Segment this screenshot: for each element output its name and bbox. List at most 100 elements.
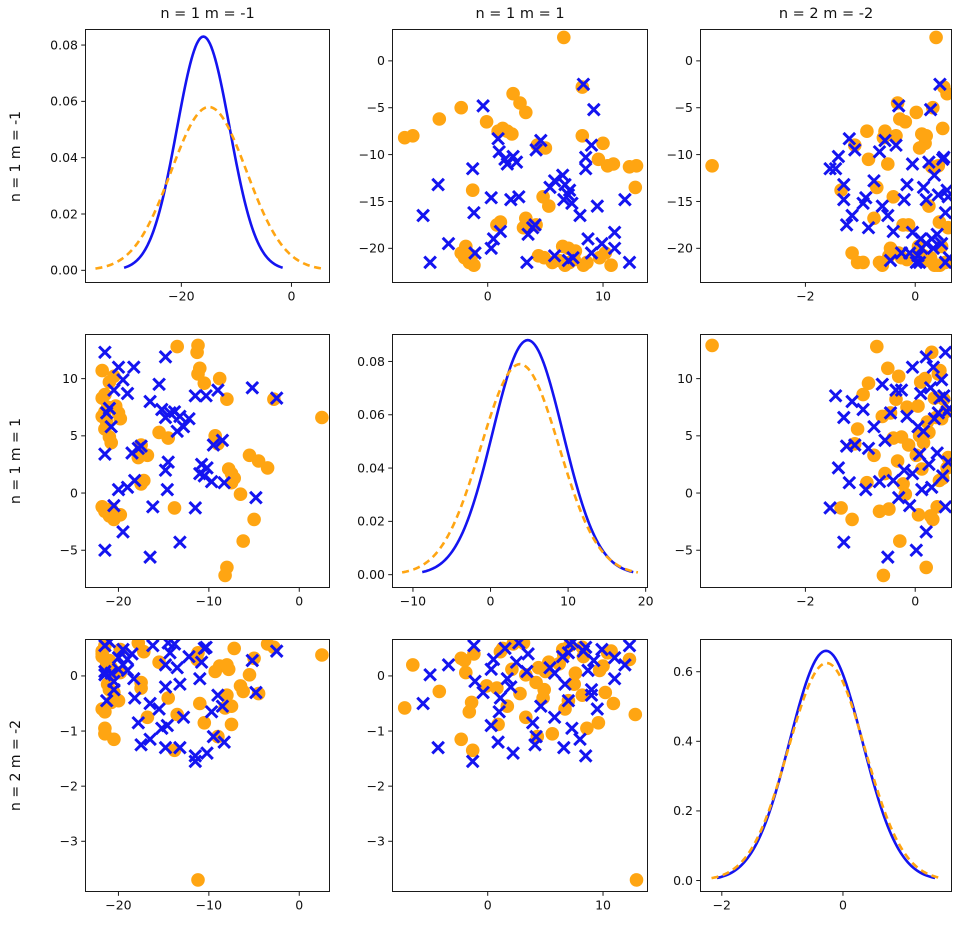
orange-dot-marker bbox=[861, 152, 876, 167]
y-tick-label: 0.04 bbox=[50, 150, 78, 165]
x-tick-label: −20 bbox=[105, 594, 131, 609]
axes-frame bbox=[85, 334, 330, 588]
blue-x-marker bbox=[520, 664, 534, 679]
blue-x-marker bbox=[922, 457, 936, 472]
y-tick-label: −15 bbox=[359, 194, 385, 209]
orange-dot-marker bbox=[545, 727, 560, 741]
blue-x-marker bbox=[891, 490, 906, 505]
blue-x-marker bbox=[919, 236, 934, 251]
blue-x-marker bbox=[922, 155, 936, 169]
blue-x-marker bbox=[878, 433, 892, 448]
blue-x-marker bbox=[916, 180, 931, 195]
blue-x-marker bbox=[111, 360, 126, 375]
y-tick-label: −20 bbox=[667, 241, 693, 256]
blue-x-marker bbox=[269, 391, 284, 405]
axes-frame bbox=[700, 334, 952, 588]
blue-x-marker bbox=[823, 501, 837, 515]
y-tick-label: 0.02 bbox=[50, 206, 78, 221]
orange-dot-marker bbox=[592, 250, 607, 265]
blue-x-marker bbox=[111, 482, 126, 497]
orange-dot-marker bbox=[898, 487, 913, 501]
blue-x-marker bbox=[607, 225, 622, 240]
blue-x-marker bbox=[127, 691, 142, 705]
blue-x-marker bbox=[912, 447, 927, 461]
x-tick-label: −2 bbox=[796, 594, 814, 609]
orange-dot-marker bbox=[224, 475, 239, 490]
blue-x-marker bbox=[889, 383, 903, 397]
blue-x-marker bbox=[104, 419, 119, 434]
blue-x-marker bbox=[476, 99, 490, 113]
y-tick-label: −3 bbox=[60, 834, 78, 849]
y-tick-label: 0.02 bbox=[357, 514, 385, 529]
plot-content bbox=[705, 338, 952, 583]
blue-x-marker bbox=[889, 138, 903, 153]
blue-x-marker bbox=[154, 402, 169, 417]
blue-x-marker bbox=[245, 380, 260, 395]
blue-x-marker bbox=[102, 639, 117, 649]
blue-x-marker bbox=[923, 380, 938, 395]
blue-x-marker bbox=[431, 177, 445, 192]
blue-x-marker bbox=[533, 699, 548, 714]
orange-dot-marker bbox=[591, 152, 606, 167]
blue-x-marker bbox=[836, 535, 851, 550]
blue-x-marker bbox=[836, 177, 851, 192]
x-tick-label: −20 bbox=[105, 898, 131, 913]
orange-dot-marker bbox=[567, 677, 581, 691]
orange-dot-marker bbox=[104, 435, 118, 450]
x-tick-label: 10 bbox=[595, 289, 611, 304]
orange-dot-marker bbox=[406, 658, 420, 672]
axes-frame bbox=[392, 29, 648, 283]
blue-x-marker bbox=[145, 639, 160, 653]
blue-x-marker bbox=[607, 241, 622, 256]
blue-x-marker bbox=[584, 138, 599, 153]
orange-dot-marker bbox=[107, 732, 121, 747]
blue-x-marker bbox=[249, 490, 263, 505]
subplot-title-col1: n = 1 m = 1 bbox=[475, 6, 565, 22]
orange-dot-marker bbox=[193, 696, 207, 711]
y-tick-label: −20 bbox=[359, 241, 385, 256]
orange-dot-marker bbox=[315, 410, 329, 425]
blue-x-marker bbox=[143, 550, 157, 564]
blue-x-marker bbox=[484, 662, 499, 677]
orange-dot-marker bbox=[513, 96, 527, 110]
blue-x-marker bbox=[565, 196, 579, 211]
blue-x-marker bbox=[902, 246, 917, 260]
blue-x-marker bbox=[206, 729, 221, 744]
blue-x-marker bbox=[116, 525, 130, 539]
orange-dot-marker bbox=[95, 363, 109, 378]
blue-x-marker bbox=[520, 255, 534, 270]
orange-dot-marker bbox=[397, 130, 412, 145]
blue-x-marker bbox=[547, 710, 562, 725]
x-tick-label: 0 bbox=[287, 289, 295, 304]
orange-dot-marker bbox=[870, 180, 884, 195]
blue-x-marker bbox=[839, 218, 854, 232]
blue-x-marker bbox=[919, 350, 934, 364]
blue-x-marker bbox=[897, 192, 912, 207]
plot-content bbox=[711, 649, 942, 880]
orange-dot-marker bbox=[598, 685, 613, 700]
blue-x-marker bbox=[584, 246, 599, 260]
x-tick-label: 0 bbox=[839, 898, 847, 913]
orange-dot-marker bbox=[557, 30, 571, 45]
orange-dot-marker bbox=[575, 129, 590, 143]
blue-x-marker bbox=[163, 645, 177, 660]
axes-frame bbox=[85, 639, 330, 892]
orange-dot-marker bbox=[465, 743, 480, 758]
blue-x-marker bbox=[503, 680, 518, 694]
blue-x-marker bbox=[161, 455, 176, 469]
orange-dot-marker bbox=[882, 502, 896, 516]
orange-dot-marker bbox=[454, 651, 468, 666]
x-tick-label: −2 bbox=[796, 289, 814, 304]
blue-x-marker bbox=[861, 220, 876, 235]
y-tick-label: −2 bbox=[367, 778, 385, 793]
orange-dot-marker bbox=[315, 648, 329, 662]
y-tick-label: 0.06 bbox=[50, 94, 78, 109]
y-tick-label: 0.0 bbox=[673, 873, 693, 888]
blue-x-marker bbox=[547, 248, 562, 263]
plot-content bbox=[95, 338, 329, 583]
row-ylabel-0: n = 1 m = -1 bbox=[8, 110, 24, 202]
x-tick-label: 0 bbox=[295, 898, 303, 913]
orange-dot-marker bbox=[167, 501, 182, 515]
blue-x-marker bbox=[511, 189, 526, 204]
orange-dot-marker bbox=[889, 392, 903, 406]
